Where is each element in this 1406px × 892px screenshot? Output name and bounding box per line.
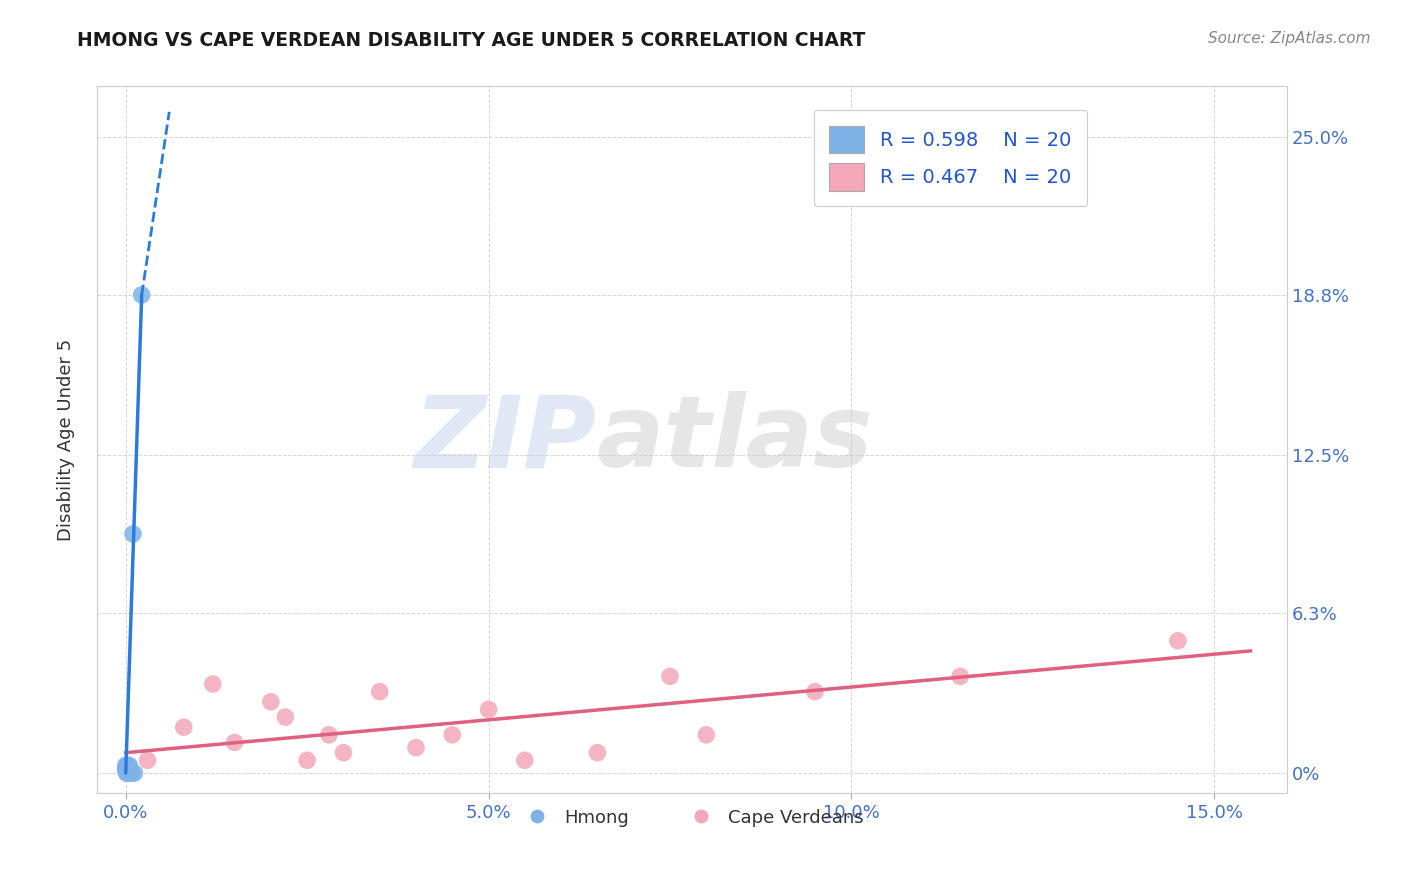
Point <box>115 764 138 778</box>
Point <box>117 766 139 780</box>
Point <box>136 753 159 767</box>
Point <box>949 669 972 683</box>
Point <box>124 766 146 780</box>
Point <box>117 766 139 780</box>
Point <box>513 753 536 767</box>
Text: ZIP: ZIP <box>413 392 596 488</box>
Point <box>115 758 138 772</box>
Point <box>586 746 609 760</box>
Point <box>120 764 142 778</box>
Point <box>295 753 318 767</box>
Point <box>441 728 464 742</box>
Point <box>114 761 136 775</box>
Point <box>695 728 717 742</box>
Point <box>368 684 391 698</box>
Point <box>118 758 141 772</box>
Point <box>318 728 340 742</box>
Point <box>121 766 143 780</box>
Text: atlas: atlas <box>596 392 873 488</box>
Y-axis label: Disability Age Under 5: Disability Age Under 5 <box>58 339 75 541</box>
Text: Source: ZipAtlas.com: Source: ZipAtlas.com <box>1208 31 1371 46</box>
Point <box>117 761 139 775</box>
Legend: Hmong, Cape Verdeans: Hmong, Cape Verdeans <box>512 801 872 834</box>
Text: HMONG VS CAPE VERDEAN DISABILITY AGE UNDER 5 CORRELATION CHART: HMONG VS CAPE VERDEAN DISABILITY AGE UND… <box>77 31 866 50</box>
Point <box>122 527 145 541</box>
Point <box>115 761 138 775</box>
Point <box>115 766 138 780</box>
Point <box>224 735 246 749</box>
Point <box>405 740 427 755</box>
Point <box>114 758 136 772</box>
Point <box>332 746 354 760</box>
Point <box>804 684 827 698</box>
Point <box>117 764 139 778</box>
Point <box>260 695 283 709</box>
Point <box>131 288 153 302</box>
Point <box>114 764 136 778</box>
Point <box>201 677 224 691</box>
Point <box>120 766 142 780</box>
Point <box>115 766 138 780</box>
Point <box>477 702 499 716</box>
Point <box>1167 633 1189 648</box>
Point <box>274 710 297 724</box>
Point <box>118 764 141 778</box>
Point <box>658 669 681 683</box>
Point <box>173 720 195 734</box>
